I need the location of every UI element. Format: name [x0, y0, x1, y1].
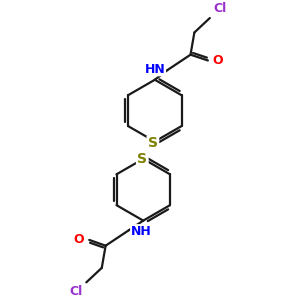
- Text: HN: HN: [145, 63, 165, 76]
- Text: NH: NH: [131, 225, 152, 238]
- Text: S: S: [137, 152, 147, 166]
- Text: O: O: [74, 233, 84, 246]
- Text: O: O: [213, 54, 223, 67]
- Text: Cl: Cl: [214, 2, 227, 15]
- Text: Cl: Cl: [69, 285, 82, 298]
- Text: S: S: [148, 136, 158, 150]
